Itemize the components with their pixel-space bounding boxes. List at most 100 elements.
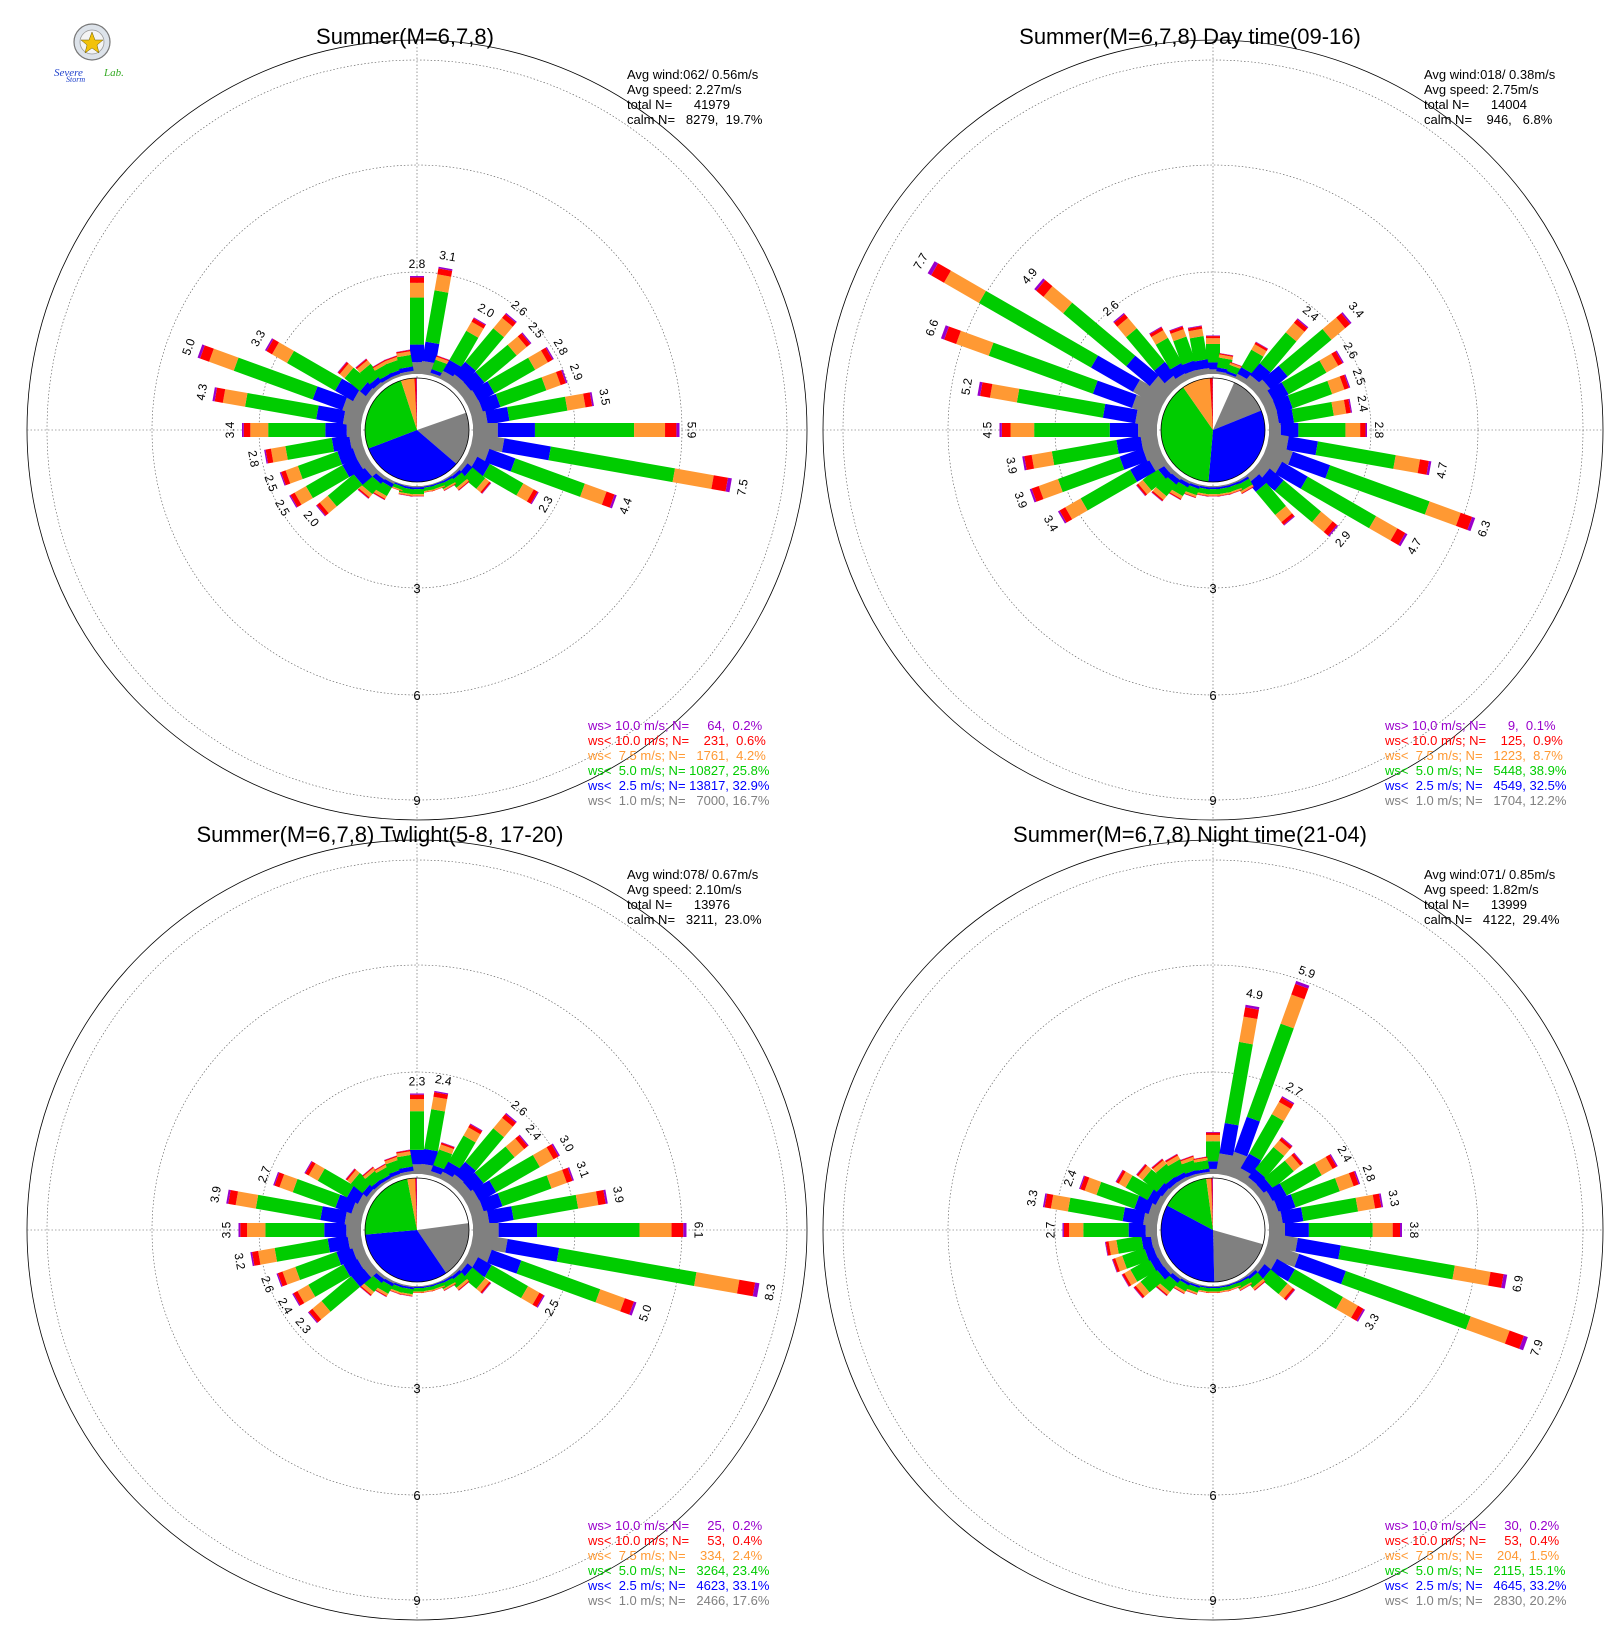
bar-value-label: 5.2 <box>958 377 975 396</box>
bar-segment <box>1286 436 1318 456</box>
bar-segment <box>228 1190 239 1206</box>
bar-segment <box>276 1273 283 1287</box>
bar-segment <box>1114 313 1128 327</box>
bar-segment <box>308 1163 325 1181</box>
bar-segment <box>235 1191 259 1209</box>
bar-value-label: 2.4 <box>523 1121 545 1143</box>
bar-value-label: 6.3 <box>1475 518 1494 539</box>
bar-segment <box>502 1113 516 1127</box>
bar-segment <box>360 1283 375 1295</box>
ring-label: 3 <box>413 581 420 596</box>
bar-segment <box>344 367 369 392</box>
bar-segment <box>1206 1132 1220 1133</box>
bar-value-label: 4.3 <box>193 382 210 401</box>
bar-segment <box>243 423 251 437</box>
bar-segment <box>1193 1156 1208 1160</box>
bar-segment <box>1331 351 1343 366</box>
bar-segment <box>665 423 677 437</box>
bar-segment <box>1062 1223 1064 1237</box>
bar-segment <box>1116 435 1143 454</box>
bar-segment <box>1122 1207 1146 1225</box>
bar-segment <box>1151 1158 1164 1170</box>
bar-segment <box>471 318 486 329</box>
bar-segment <box>476 478 490 493</box>
bar-segment <box>478 393 501 414</box>
bar-segment <box>1126 355 1159 387</box>
bar-segment <box>1315 441 1396 469</box>
bar-segment <box>473 317 487 326</box>
bar-segment <box>1152 487 1167 500</box>
bar-segment <box>1206 1168 1220 1174</box>
bar-segment <box>1063 302 1136 367</box>
bar-segment <box>1180 1155 1194 1161</box>
bar-segment <box>567 1167 574 1181</box>
bar-segment <box>324 1223 347 1237</box>
bar-value-label: 2.6 <box>508 1097 530 1119</box>
bar-segment <box>1051 439 1119 466</box>
bar-segment <box>422 341 440 364</box>
bar-segment <box>388 486 403 492</box>
bar-segment <box>421 1148 438 1167</box>
bar-segment <box>433 1092 448 1100</box>
legend-entry: ws< 7.5 m/s; N= 204, 1.5% <box>1384 1548 1560 1563</box>
bar-segment <box>528 350 548 370</box>
bar-segment <box>1193 1157 1208 1163</box>
bar-segment <box>1151 492 1163 502</box>
bar-segment <box>676 423 680 437</box>
bar-segment <box>580 483 607 505</box>
pie-outline <box>1160 1177 1266 1283</box>
bar-segment <box>575 1191 599 1209</box>
bar-segment <box>438 266 453 271</box>
bar-segment <box>1182 492 1196 498</box>
bar-segment <box>1341 1270 1471 1330</box>
bar-segment <box>351 1266 372 1287</box>
bar-segment <box>1393 455 1421 474</box>
bar-segment <box>465 1128 504 1171</box>
bar-segment <box>545 346 554 360</box>
bar-segment <box>1125 1175 1155 1201</box>
bar-segment <box>424 1109 445 1152</box>
bar-segment <box>271 342 294 364</box>
legend-entry: ws< 5.0 m/s; N= 10827, 25.8% <box>587 763 770 778</box>
bar-segment <box>943 270 986 303</box>
bar-segment <box>1133 1285 1145 1298</box>
bar-segment <box>331 434 352 452</box>
bar-segment <box>274 1238 330 1262</box>
bar-segment <box>466 321 484 338</box>
bar-direction-270 <box>999 423 1157 437</box>
bar-segment <box>1126 328 1165 371</box>
bar-segment <box>1067 1197 1125 1222</box>
legend-entry: ws> 10.0 m/s; N= 9, 0.1% <box>1384 718 1556 733</box>
bar-segment <box>1343 399 1351 414</box>
bar-segment <box>410 362 424 374</box>
bar-segment <box>264 449 269 464</box>
ring-label: 9 <box>413 793 420 808</box>
bar-segment <box>360 1285 372 1296</box>
bar-value-label: 2.5 <box>525 319 547 341</box>
bar-segment <box>345 1168 355 1180</box>
bar-direction-60 <box>1257 350 1344 409</box>
legend-entry: ws< 2.5 m/s; N= 4549, 32.5% <box>1384 778 1567 793</box>
bar-segment <box>1234 1116 1260 1157</box>
ring-label: 6 <box>413 1488 420 1503</box>
bar-value-label: 3.9 <box>207 1185 224 1204</box>
bar-value-label: 8.3 <box>762 1283 779 1302</box>
bar-value-label: 4.7 <box>1404 535 1425 557</box>
bar-segment <box>1196 1283 1211 1288</box>
bar-segment <box>1230 361 1244 367</box>
bar-segment <box>359 1286 371 1297</box>
bar-segment <box>222 389 248 407</box>
bar-segment <box>1262 365 1288 391</box>
bar-value-label: 3.3 <box>1385 1189 1402 1208</box>
bar-value-label: 2.5 <box>261 473 280 494</box>
bar-segment <box>372 492 385 501</box>
bar-segment <box>1217 494 1232 497</box>
bar-segment <box>1189 335 1208 362</box>
bar-segment <box>289 495 298 508</box>
bar-segment <box>315 504 326 517</box>
stats-line: Avg wind:078/ 0.67m/s <box>627 867 759 882</box>
bar-segment <box>449 330 479 367</box>
bar-segment <box>521 1286 540 1305</box>
